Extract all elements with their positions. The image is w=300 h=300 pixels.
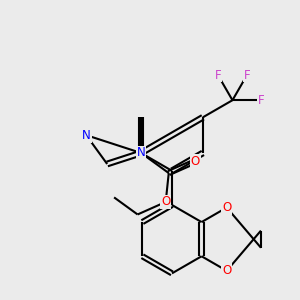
Text: N: N xyxy=(137,146,146,160)
Text: O: O xyxy=(222,264,231,277)
Text: O: O xyxy=(161,196,170,208)
Text: N: N xyxy=(82,129,91,142)
Text: N: N xyxy=(137,146,146,160)
Text: F: F xyxy=(244,69,250,82)
Text: O: O xyxy=(191,155,200,168)
Text: O: O xyxy=(222,201,231,214)
Text: F: F xyxy=(214,69,221,82)
Text: F: F xyxy=(258,94,265,107)
